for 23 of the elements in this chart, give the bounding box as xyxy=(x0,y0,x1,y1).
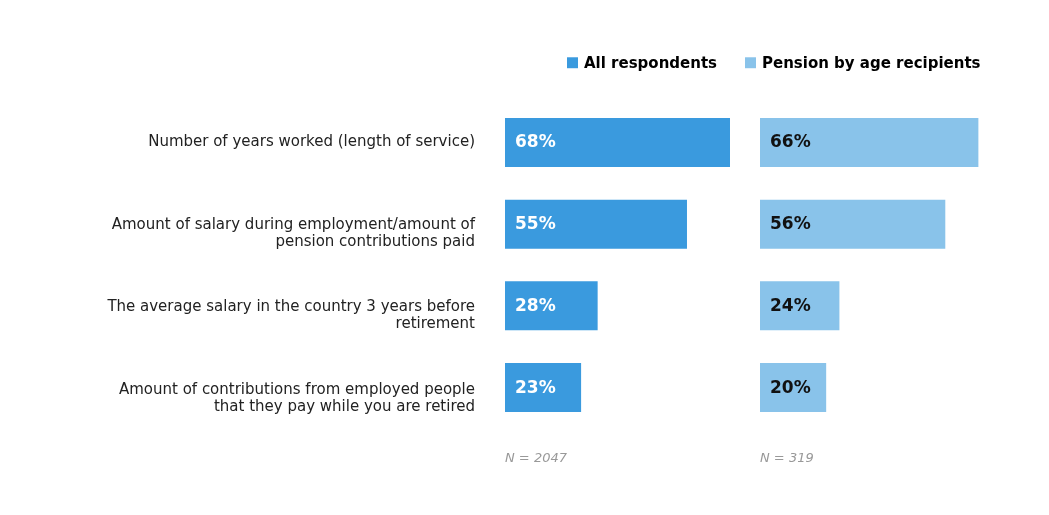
bar xyxy=(760,281,840,331)
data-label: 56% xyxy=(770,213,811,234)
data-label: 28% xyxy=(515,294,556,315)
bar xyxy=(505,363,582,413)
bar xyxy=(505,117,730,167)
data-label: 20% xyxy=(770,376,811,397)
bar xyxy=(505,281,598,331)
y-tick-label: Number of years worked (length of service) xyxy=(148,132,475,151)
bar xyxy=(760,199,946,249)
legend-label: All respondents xyxy=(584,53,718,72)
y-tick-label: The average salary in the country 3 years before retirement xyxy=(106,297,476,333)
data-label: 55% xyxy=(515,213,556,234)
legend-label: Pension by age recipients xyxy=(762,53,981,72)
y-tick-label: Amount of contributions from employed people that they pay while you are retired xyxy=(118,379,475,415)
text: N = 2047 xyxy=(505,450,568,465)
text: N = 319 xyxy=(760,450,814,465)
bar xyxy=(505,199,687,249)
data-label: 23% xyxy=(515,376,556,397)
y-tick-label: Amount of salary during employment/amount of pension contributions paid xyxy=(111,214,476,250)
data-label: 24% xyxy=(770,294,811,315)
data-label: 68% xyxy=(515,131,556,152)
bar xyxy=(760,117,979,167)
data-label: 66% xyxy=(770,131,811,152)
